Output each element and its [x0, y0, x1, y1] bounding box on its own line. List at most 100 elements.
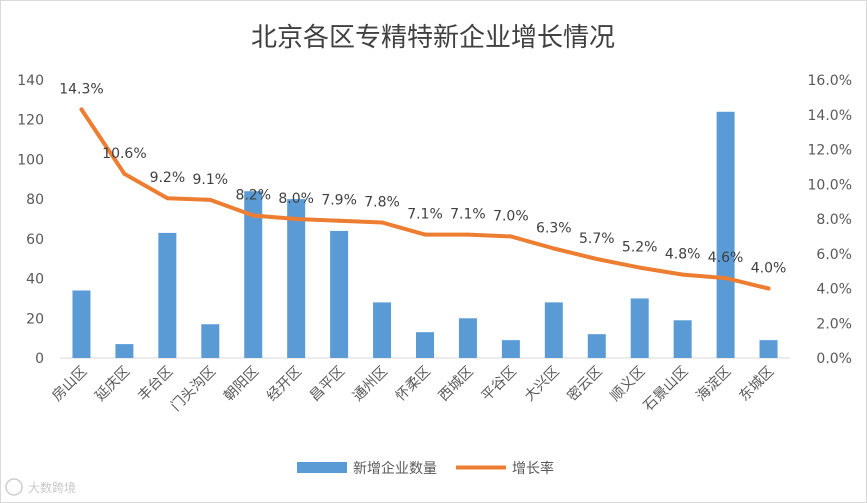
line-data-labels: 14.3% 10.6%9.2% 9.1% 8.2% 8.0% 7.9% 7.8% 7.1% 7.…: [59, 82, 786, 277]
bar: [416, 332, 434, 358]
left-tick-label: 40: [26, 272, 44, 288]
line-point: [637, 265, 642, 270]
right-tick-label: 8.0%: [816, 212, 852, 228]
bar: [458, 318, 477, 358]
line-data-label: 7.8%: [364, 194, 400, 210]
line-point: [122, 171, 127, 176]
left-tick-label: 140: [17, 73, 44, 89]
bar: [716, 111, 735, 359]
category-label: 东城区: [736, 364, 777, 405]
watermark-text: 大数跨境: [28, 480, 76, 495]
right-tick-label: 4.0%: [816, 282, 852, 298]
category-label: 顺义区: [608, 364, 649, 405]
left-tick-label: 0: [35, 351, 44, 367]
bar: [630, 298, 649, 358]
bar: [501, 340, 520, 358]
category-label: 密云区: [564, 363, 606, 405]
line-point: [208, 197, 213, 202]
chart-title: 北京各区专精特新企业增长情况: [251, 23, 615, 53]
line-point: [508, 234, 513, 239]
category-label: 海淀区: [693, 364, 734, 405]
line-point: [680, 272, 685, 277]
line-point: [723, 276, 728, 281]
legend-label-bar: 新增企业数量: [353, 460, 437, 477]
line-data-label: 7.1%: [407, 207, 443, 223]
category-label: 门头沟区: [168, 364, 219, 415]
bar: [287, 199, 306, 358]
category-label: 石景山区: [641, 364, 692, 415]
line-point: [594, 256, 599, 261]
line-data-label: 7.9%: [321, 193, 357, 209]
bar: [115, 344, 134, 358]
right-tick-label: 0.0%: [816, 351, 852, 367]
line-data-label: 4.8%: [665, 247, 701, 263]
line-data-label: 7.1%: [450, 207, 486, 223]
line-point: [766, 286, 771, 291]
bar-series: [72, 111, 778, 359]
category-label: 经开区: [264, 364, 305, 405]
line-data-label: 5.7%: [579, 231, 615, 247]
left-tick-label: 60: [26, 232, 44, 248]
bar: [244, 191, 263, 358]
line-point: [423, 232, 427, 237]
line-series: [79, 107, 771, 291]
bar: [373, 302, 392, 358]
category-label: 怀柔区: [393, 364, 434, 405]
line-point: [337, 218, 342, 223]
category-label: 通州区: [350, 364, 391, 405]
right-axis-ticks: 0.0% 2.0% 4.0% 6.0% 8.0% 10.0% 12.0% 14.0% 16.0%: [808, 73, 852, 367]
bar: [759, 340, 778, 358]
right-tick-label: 10.0%: [808, 177, 852, 193]
bar: [72, 290, 91, 358]
line-point: [79, 107, 84, 112]
line-data-label: 6.3%: [536, 221, 572, 237]
line-point: [251, 213, 256, 218]
line-data-label: 8.0%: [278, 191, 314, 207]
line-data-label: 4.6%: [708, 250, 744, 266]
left-tick-label: 80: [26, 192, 44, 208]
line-data-label: 9.1%: [193, 172, 229, 188]
category-label: 昌平区: [307, 364, 348, 405]
left-axis-ticks: 0 20 40 60 80 100 120 140: [17, 73, 44, 367]
line-point: [465, 232, 470, 237]
bar: [158, 232, 177, 358]
category-label: 朝阳区: [221, 364, 262, 405]
line-point: [380, 220, 385, 225]
right-tick-label: 2.0%: [816, 316, 852, 332]
right-tick-label: 6.0%: [816, 247, 852, 263]
line-data-label: 10.6%: [102, 146, 146, 162]
right-tick-label: 12.0%: [808, 143, 852, 159]
line-data-label: 9.2%: [150, 170, 186, 186]
line-point: [294, 217, 299, 221]
right-tick-label: 16.0%: [808, 73, 852, 89]
legend-label-line: 增长率: [512, 460, 554, 477]
line-data-label: 7.0%: [493, 208, 529, 224]
left-tick-label: 100: [17, 152, 44, 168]
legend: 新增企业数量 增长率: [297, 460, 554, 477]
category-label: 平谷区: [479, 364, 520, 405]
category-label: 丰台区: [135, 364, 176, 405]
category-label: 延庆区: [92, 364, 133, 405]
watermark-logo-icon: [5, 478, 23, 496]
bar: [587, 334, 606, 358]
left-tick-label: 120: [17, 113, 44, 129]
bar: [544, 302, 563, 358]
line-data-label: 8.2%: [235, 188, 271, 204]
line-data-label: 4.0%: [751, 261, 787, 277]
category-label: 房山区: [49, 364, 90, 405]
bar: [201, 324, 220, 358]
line-point: [165, 196, 170, 201]
watermark: 大数跨境: [5, 478, 76, 496]
category-label: 西城区: [436, 364, 477, 405]
line-data-label: 14.3%: [59, 82, 103, 98]
bar: [330, 230, 349, 358]
category-label: 大兴区: [522, 364, 563, 405]
right-tick-label: 14.0%: [808, 108, 852, 124]
legend-swatch-bar: [297, 462, 347, 473]
bar: [673, 320, 692, 358]
line-point: [551, 246, 556, 251]
left-tick-label: 20: [26, 311, 44, 327]
line-data-label: 5.2%: [622, 240, 658, 256]
